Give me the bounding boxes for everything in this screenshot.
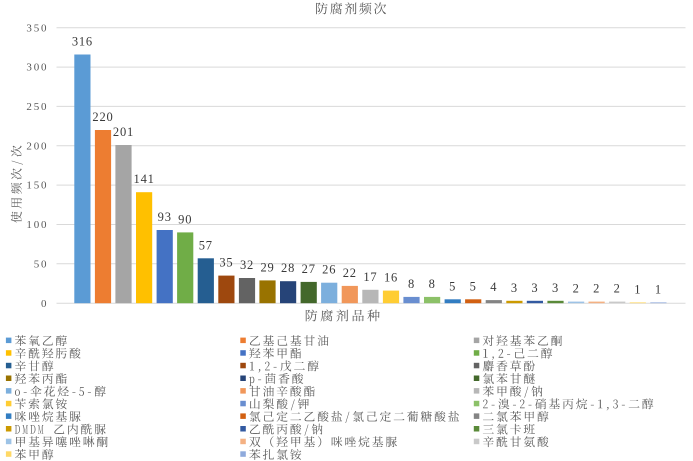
svg-text:3: 3 xyxy=(552,281,559,295)
svg-text:35: 35 xyxy=(219,256,233,270)
svg-text:220: 220 xyxy=(92,110,113,124)
svg-text:93: 93 xyxy=(158,210,172,224)
svg-text:57: 57 xyxy=(199,238,213,252)
svg-text:100: 100 xyxy=(26,219,48,231)
svg-text:2: 2 xyxy=(593,282,600,296)
svg-text:29: 29 xyxy=(260,260,274,274)
svg-text:5: 5 xyxy=(449,279,456,293)
svg-text:2: 2 xyxy=(573,282,580,296)
svg-text:5: 5 xyxy=(470,279,477,293)
svg-text:200: 200 xyxy=(26,140,48,152)
svg-text:3: 3 xyxy=(531,281,538,295)
svg-text:250: 250 xyxy=(26,101,48,113)
svg-text:316: 316 xyxy=(72,35,93,49)
svg-text:32: 32 xyxy=(240,258,254,272)
svg-text:1: 1 xyxy=(634,282,641,296)
svg-text:4: 4 xyxy=(490,280,497,294)
svg-text:300: 300 xyxy=(26,62,48,74)
svg-text:2: 2 xyxy=(614,282,621,296)
svg-text:90: 90 xyxy=(178,212,192,226)
svg-text:8: 8 xyxy=(408,277,415,291)
svg-text:16: 16 xyxy=(384,271,398,285)
svg-text:22: 22 xyxy=(343,266,357,280)
svg-text:50: 50 xyxy=(34,258,49,270)
svg-text:3: 3 xyxy=(511,281,518,295)
svg-text:27: 27 xyxy=(302,262,316,276)
svg-text:1: 1 xyxy=(655,282,662,296)
svg-text:150: 150 xyxy=(26,180,48,192)
svg-text:28: 28 xyxy=(281,261,295,275)
svg-text:350: 350 xyxy=(26,22,48,34)
svg-text:141: 141 xyxy=(134,172,155,186)
svg-text:201: 201 xyxy=(113,125,134,139)
svg-text:0: 0 xyxy=(41,298,48,310)
svg-text:17: 17 xyxy=(363,270,377,284)
svg-text:8: 8 xyxy=(429,277,436,291)
svg-text:26: 26 xyxy=(322,263,336,277)
